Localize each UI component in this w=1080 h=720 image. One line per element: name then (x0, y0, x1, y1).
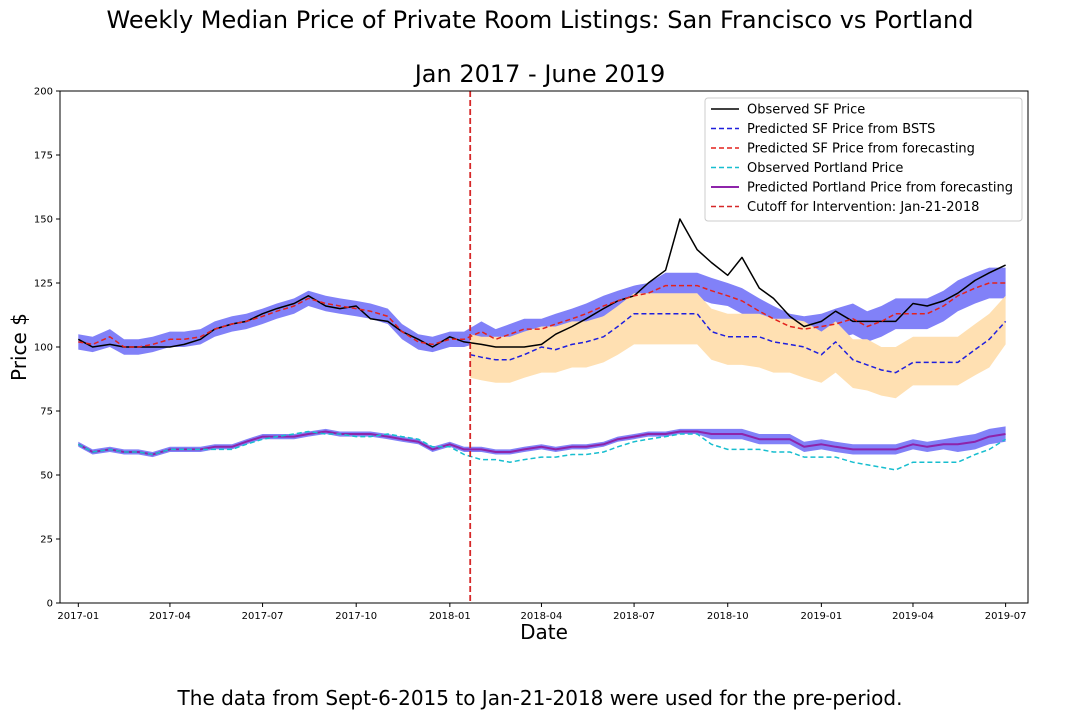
y-tick-label: 100 (34, 343, 53, 354)
x-tick-label: 2018-07 (613, 611, 655, 622)
x-tick-label: 2018-10 (707, 611, 749, 622)
y-axis-label: Price $ (7, 313, 31, 381)
legend-box (704, 97, 1023, 222)
band-predicted-portland-price-from-forecasting-2 (78, 426, 1006, 458)
y-tick-label: 200 (34, 87, 53, 98)
y-tick-label: 25 (40, 535, 53, 546)
y-axis: 0 25 50 75 100 125 150 175 200 (34, 87, 60, 610)
x-axis-label: Date (520, 620, 568, 644)
legend-label-predicted-sf-price-from-forecasting: Predicted SF Price from forecasting (747, 142, 975, 157)
legend-label-observed-portland-price: Observed Portland Price (747, 161, 903, 176)
band-predicted-sf-price-from-bsts-1 (470, 293, 1006, 399)
legend-label-cutoff-for-intervention-jan-21-2018: Cutoff for Intervention: Jan-21-2018 (747, 200, 979, 215)
chart-caption: The data from Sept-6-2015 to Jan-21-2018… (177, 686, 903, 710)
x-tick-label: 2019-01 (800, 611, 842, 622)
y-tick-label: 75 (40, 407, 53, 418)
chart-title: Weekly Median Price of Private Room List… (106, 6, 974, 34)
x-tick-label: 2018-01 (429, 611, 471, 622)
legend-label-observed-sf-price: Observed SF Price (747, 103, 865, 118)
x-tick-label: 2017-07 (242, 611, 284, 622)
y-tick-label: 150 (34, 215, 53, 226)
x-tick-label: 2017-04 (149, 611, 191, 622)
y-tick-label: 50 (40, 471, 53, 482)
x-tick-label: 2018-04 (521, 611, 563, 622)
y-tick-label: 0 (47, 599, 53, 610)
legend-label-predicted-portland-price-from-forecasting: Predicted Portland Price from forecastin… (747, 181, 1013, 196)
chart-subtitle: Jan 2017 - June 2019 (414, 60, 666, 88)
x-axis: 2017-01 2017-04 2017-07 2017-10 2018-01 2018-… (57, 603, 1027, 622)
line-predicted-sf-price-from-forecasting (78, 282, 1006, 348)
x-tick-label: 2017-01 (57, 611, 99, 622)
legend: Observed SF Price Predicted SF Price from… (704, 97, 1023, 222)
y-tick-label: 175 (34, 151, 53, 162)
x-tick-label: 2019-07 (985, 611, 1027, 622)
line-predicted-portland-price-from-forecasting (77, 430, 1006, 456)
series-lines (77, 91, 1007, 603)
confidence-bands (78, 267, 1006, 458)
x-tick-label: 2017-10 (335, 611, 377, 622)
y-tick-label: 125 (34, 279, 53, 290)
legend-label-predicted-sf-price-from-bsts: Predicted SF Price from BSTS (747, 122, 935, 137)
x-tick-label: 2019-04 (892, 611, 934, 622)
line-observed-portland-price (77, 430, 1006, 471)
